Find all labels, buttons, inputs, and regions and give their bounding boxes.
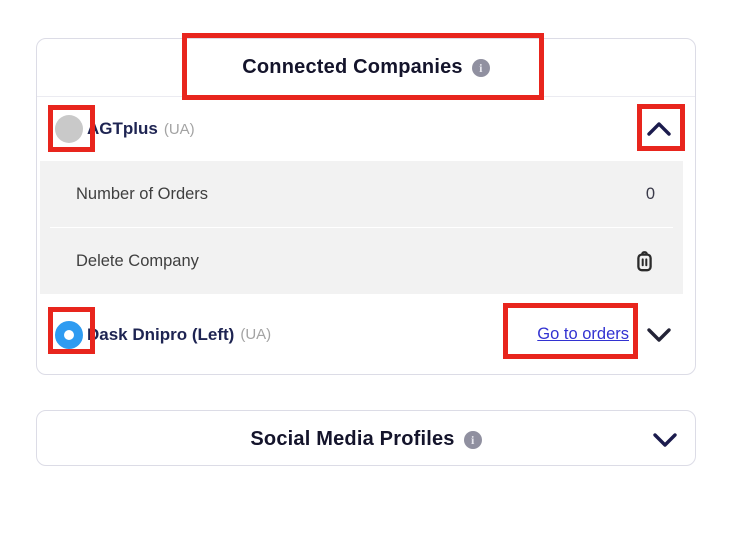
country-code: (UA) [163,120,195,138]
social-media-title: Social Media Profiles [250,428,455,450]
connected-companies-header[interactable]: Connected Companies i [37,39,695,97]
info-icon[interactable]: i [463,430,482,449]
detail-row-delete: Delete Company [40,228,683,294]
company-details-agtplus: Number of Orders 0 Delete Company [40,161,683,294]
delete-company-label: Delete Company [76,251,199,270]
company-name: Dask Dnipro (Left) [87,324,235,344]
company-row-dask-dnipro: Dask Dnipro (Left) (UA) Go to orders [37,294,695,375]
orders-count-value: 0 [645,184,655,203]
radio-dask-dnipro[interactable] [55,320,83,349]
country-code: (UA) [240,326,272,343]
go-to-orders-link[interactable]: Go to orders [537,325,629,343]
social-media-panel: Social Media Profiles i [36,410,696,466]
connected-companies-title: Connected Companies [242,56,463,78]
expand-chevron-down-icon[interactable] [643,325,675,345]
expand-chevron-down-icon[interactable] [649,430,681,450]
info-icon[interactable]: i [471,58,490,77]
collapse-chevron-up-icon[interactable] [643,119,675,139]
company-name: AGTplus [87,119,158,138]
detail-row-orders: Number of Orders 0 [40,161,683,227]
orders-count-label: Number of Orders [76,184,209,203]
trash-icon[interactable] [634,250,655,273]
connected-companies-panel: Connected Companies i AGTplus (UA) Numbe… [36,38,696,375]
company-row-agtplus: AGTplus (UA) [37,97,695,161]
divider [50,227,673,228]
social-media-header[interactable]: Social Media Profiles i [37,411,695,468]
radio-agtplus[interactable] [55,115,83,143]
